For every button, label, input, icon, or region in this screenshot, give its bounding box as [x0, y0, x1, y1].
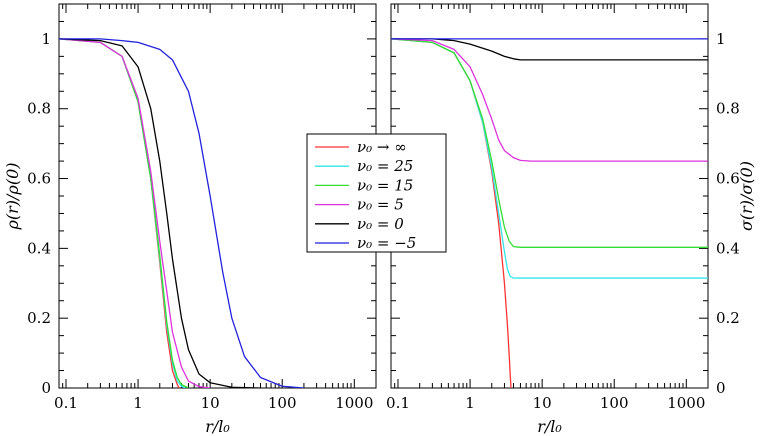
legend-entry: ν₀ = 5 — [357, 196, 404, 214]
x-tick-label: 10 — [201, 394, 220, 412]
series-line — [391, 38, 708, 248]
y-tick-label: 0.8 — [716, 100, 740, 118]
right-panel: 0.1 1 10 100 1000 0 0.2 0.4 0.6 0.8 1 r/l₀ σ(r)/σ(0) — [386, 3, 756, 436]
x-tick-label: 0.1 — [54, 394, 78, 412]
x-tick-label: 100 — [600, 394, 629, 412]
y-axis-label: ρ(r)/ρ(0) — [3, 163, 22, 231]
y-tick-label: 0.6 — [27, 170, 51, 188]
series-line — [391, 38, 708, 61]
legend-entry: ν₀ = 25 — [357, 157, 413, 175]
legend-entry: ν₀ = 15 — [357, 176, 413, 194]
x-tick-label: 10 — [533, 394, 552, 412]
y-tick-label: 0.6 — [716, 170, 740, 188]
y-tick-label: 0.2 — [27, 309, 51, 327]
legend-box — [306, 133, 447, 253]
x-tick-label: 1 — [465, 394, 475, 412]
series-line — [59, 38, 211, 388]
series-line — [59, 38, 304, 388]
legend-entry: ν₀ = 0 — [357, 215, 404, 233]
y-tick-label: 0.8 — [27, 100, 51, 118]
y-tick-label: 0 — [716, 379, 726, 397]
x-axis-label: r/l₀ — [205, 417, 230, 436]
y-tick-label: 0 — [41, 379, 51, 397]
series-line — [59, 38, 261, 388]
y-tick-label: 0.2 — [716, 309, 740, 327]
y-tick-label: 0.4 — [716, 239, 740, 257]
legend-entry: ν₀ = −5 — [357, 234, 416, 252]
legend-entry: ν₀ → ∞ — [357, 138, 407, 156]
y-tick-label: 0.4 — [27, 239, 51, 257]
y-tick-label: 1 — [716, 30, 726, 48]
x-tick-label: 0.1 — [386, 394, 410, 412]
series-line — [59, 38, 180, 388]
x-axis-label: r/l₀ — [537, 417, 562, 436]
left-panel: 0.1 1 10 100 1000 0 0.2 0.4 0.6 0.8 1 r/l₀ ρ(r)/ρ(0) — [3, 3, 377, 436]
y-axis-label: σ(r)/σ(0) — [737, 161, 756, 231]
x-tick-label: 1000 — [335, 394, 373, 412]
x-tick-label: 100 — [268, 394, 297, 412]
x-tick-label: 1 — [133, 394, 143, 412]
y-tick-label: 1 — [41, 30, 51, 48]
series-line — [59, 38, 189, 388]
x-tick-label: 1000 — [667, 394, 705, 412]
series-line — [391, 38, 708, 162]
